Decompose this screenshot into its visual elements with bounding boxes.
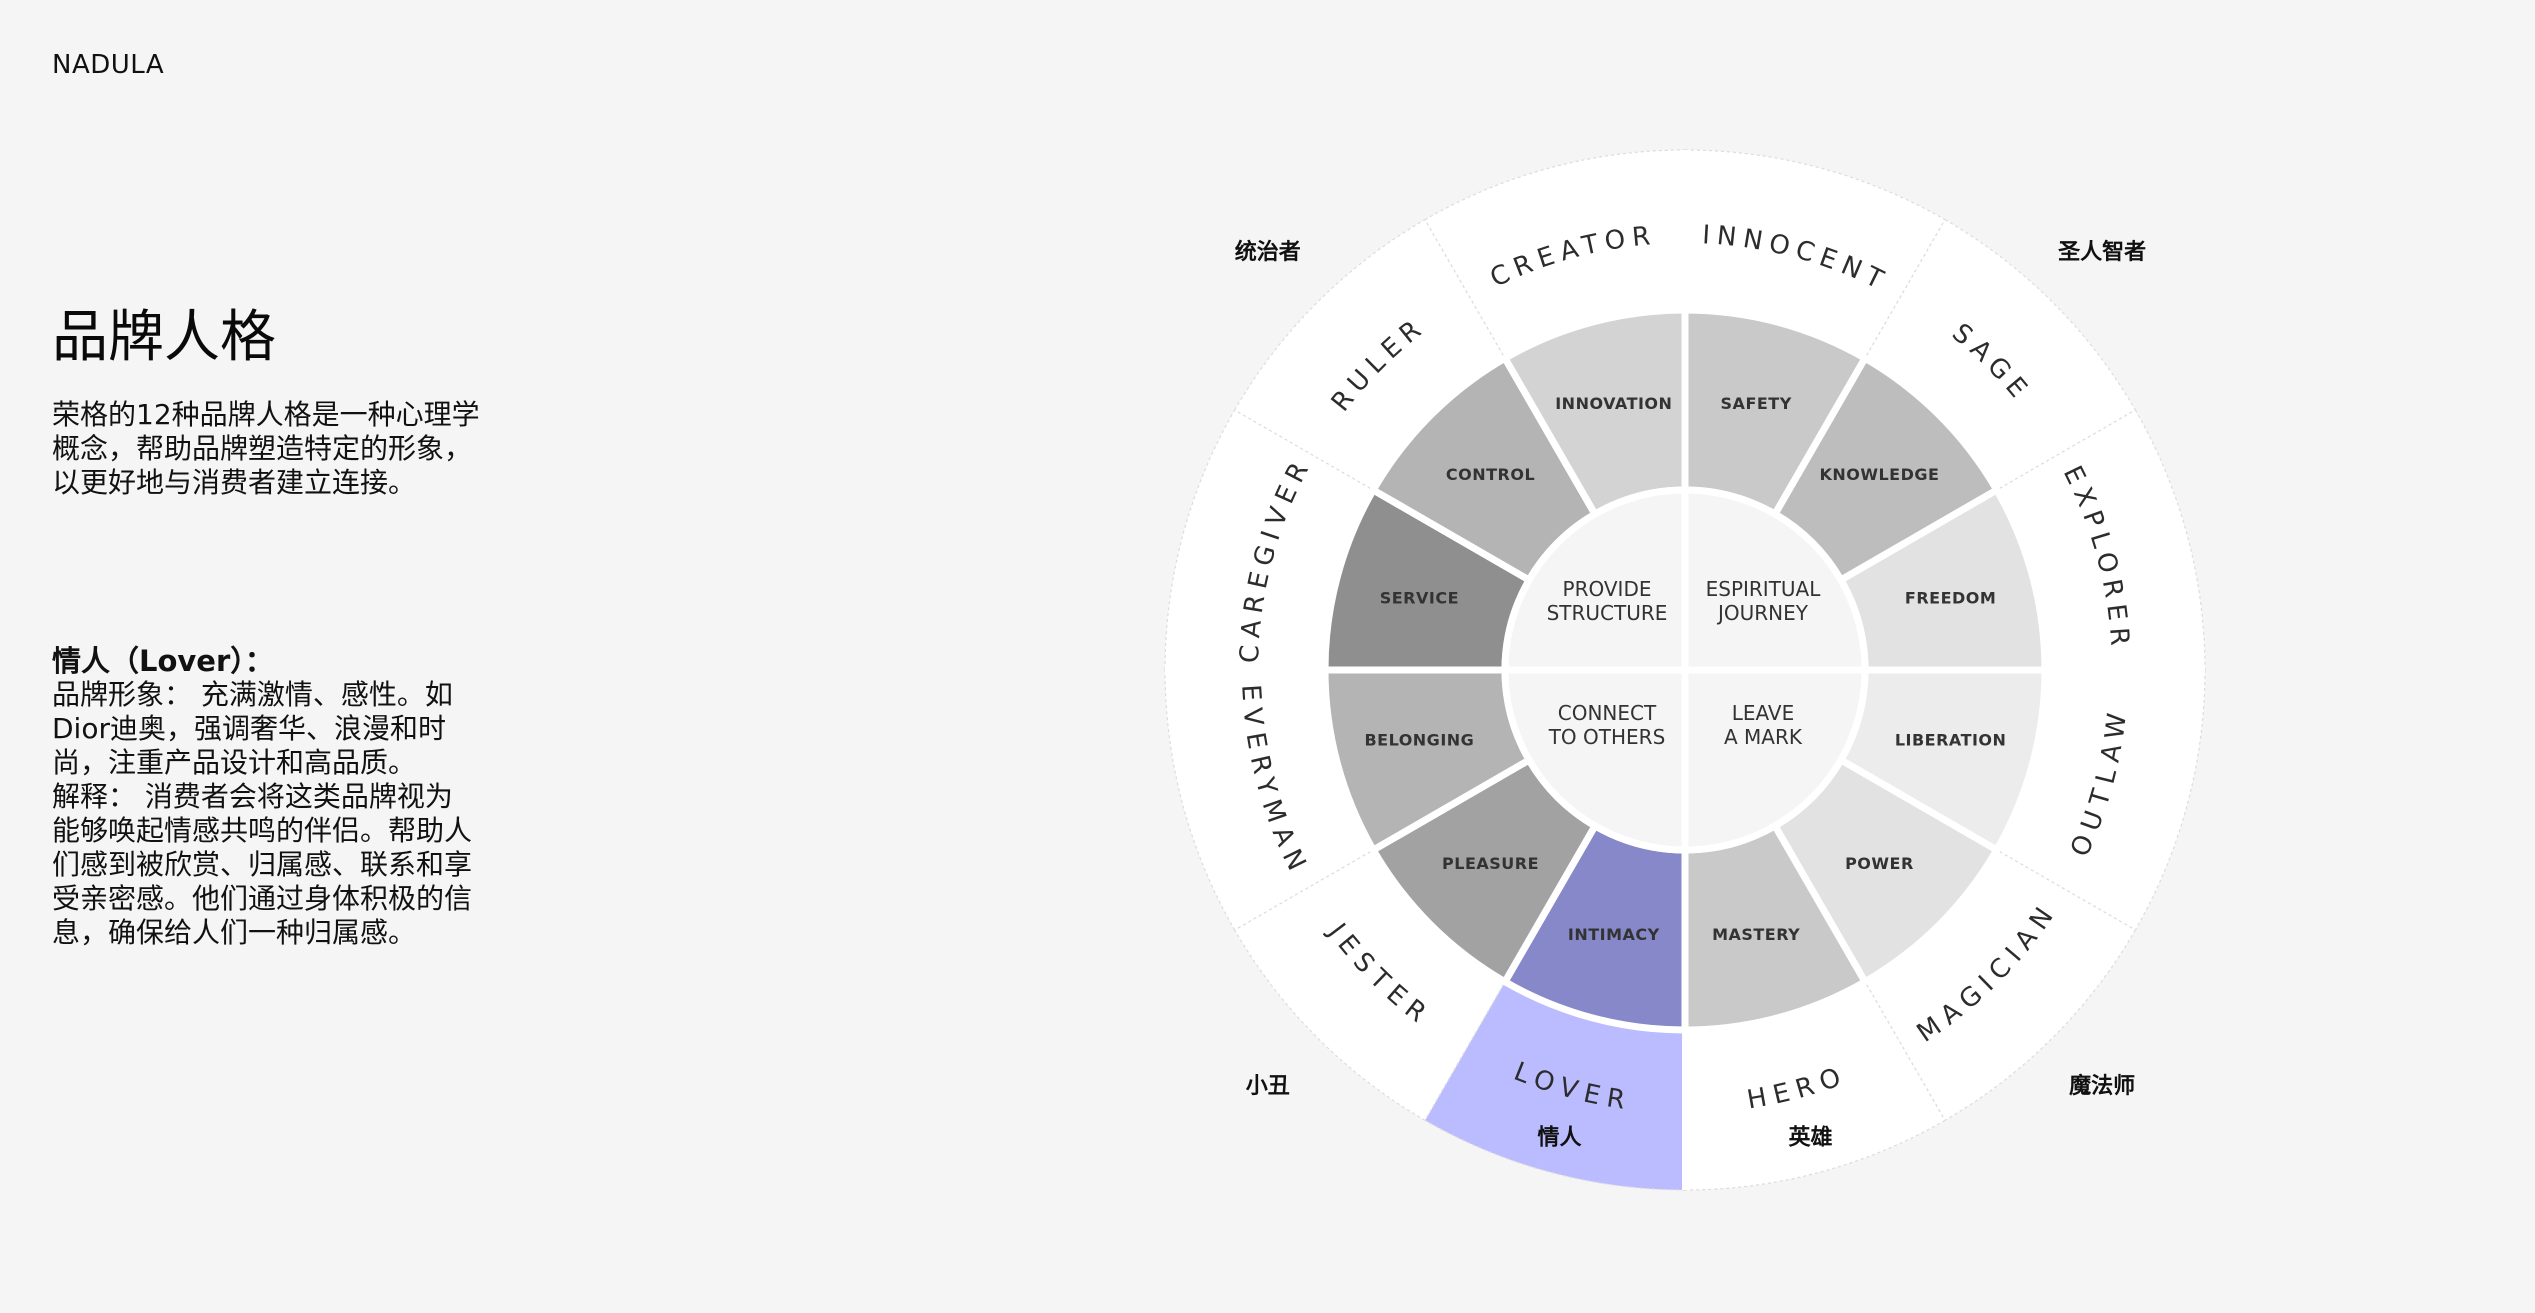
trait-label-liberation: LIBERATION <box>1895 731 2007 750</box>
archetype-cn-hero: 英雄 <box>1789 1125 1833 1150</box>
trait-label-control: CONTROL <box>1446 465 1535 484</box>
brand-logo: NADULA <box>52 50 165 80</box>
page-title: 品牌人格 <box>52 305 276 370</box>
intro-line: 以更好地与消费者建立连接。 <box>52 466 417 499</box>
trait-label-knowledge: KNOWLEDGE <box>1819 465 1939 484</box>
intro-line: 概念，帮助品牌塑造特定的形象， <box>52 432 473 465</box>
lover-description: 情人（Lover）： 品牌形象： 充满激情、感性。如 Dior迪奥，强调奢华、浪… <box>52 644 512 950</box>
archetype-cn-sage: 圣人智者 <box>2058 239 2146 265</box>
lover-line: 们感到被欣赏、归属感、联系和享 <box>52 848 473 881</box>
trait-label-pleasure: PLEASURE <box>1442 854 1539 873</box>
archetype-cn-jester: 小丑 <box>1246 1074 1290 1099</box>
archetype-cn-lover: 情人 <box>1537 1124 1581 1150</box>
trait-label-intimacy: INTIMACY <box>1568 925 1660 944</box>
lover-line: 能够唤起情感共鸣的伴侣。帮助人 <box>52 814 473 847</box>
quadrant-label: ESPIRITUAL JOURNEY <box>1706 577 1822 625</box>
lover-line: 受亲密感。他们通过身体积极的信 <box>52 882 473 915</box>
trait-label-mastery: MASTERY <box>1712 925 1800 944</box>
archetype-wheel: INNOCENTSAFETY纯真者SAGEKNOWLEDGE圣人智者EXPLOR… <box>1160 145 2210 1195</box>
lover-line: 尚，注重产品设计和高品质。 <box>52 746 417 779</box>
lover-line: 品牌形象： 充满激情、感性。如 <box>52 678 453 711</box>
lover-heading: 情人（Lover）： <box>52 644 274 678</box>
lover-line: 息，确保给人们一种归属感。 <box>52 916 417 949</box>
trait-label-belonging: BELONGING <box>1364 731 1474 750</box>
archetype-cn-ruler: 统治者 <box>1235 239 1301 265</box>
intro-line: 荣格的12种品牌人格是一种心理学 <box>52 398 480 431</box>
lover-line: 解释： 消费者会将这类品牌视为 <box>52 780 453 813</box>
archetype-cn-magician: 魔法师 <box>2069 1073 2135 1099</box>
trait-label-power: POWER <box>1845 854 1914 873</box>
trait-label-safety: SAFETY <box>1721 394 1792 413</box>
intro-text: 荣格的12种品牌人格是一种心理学 概念，帮助品牌塑造特定的形象， 以更好地与消费… <box>52 398 512 500</box>
quadrant-label: LEAVE A MARK <box>1724 701 1803 749</box>
archetype-wheel-svg: INNOCENTSAFETY纯真者SAGEKNOWLEDGE圣人智者EXPLOR… <box>1164 149 2206 1191</box>
trait-label-service: SERVICE <box>1380 588 1459 607</box>
lover-line: Dior迪奥，强调奢华、浪漫和时 <box>52 712 446 745</box>
quadrant-label: PROVIDE STRUCTURE <box>1547 577 1668 625</box>
quadrant-label: CONNECT TO OTHERS <box>1548 701 1666 749</box>
trait-label-freedom: FREEDOM <box>1905 588 1996 607</box>
trait-label-innovation: INNOVATION <box>1555 394 1672 413</box>
